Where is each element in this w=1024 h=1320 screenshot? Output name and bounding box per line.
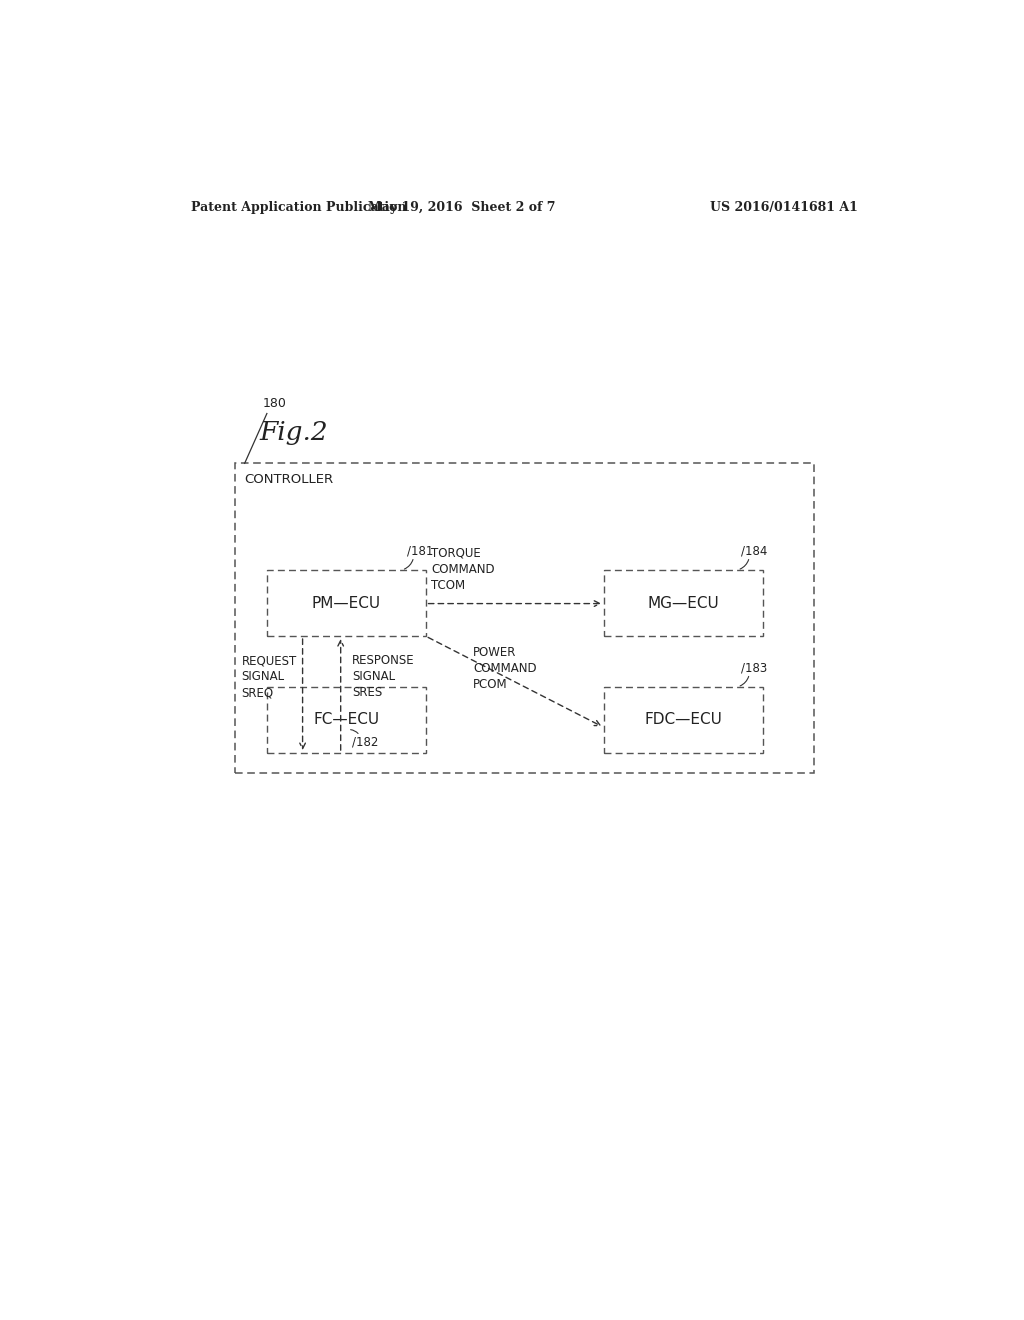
Text: FC—ECU: FC—ECU (313, 713, 379, 727)
Text: US 2016/0141681 A1: US 2016/0141681 A1 (711, 201, 858, 214)
Bar (267, 686, 426, 752)
Text: May 19, 2016  Sheet 2 of 7: May 19, 2016 Sheet 2 of 7 (368, 201, 555, 214)
Text: POWER
COMMAND
PCOM: POWER COMMAND PCOM (473, 647, 537, 692)
Text: 180: 180 (263, 397, 287, 411)
Text: /183: /183 (741, 661, 768, 675)
Text: FDC—ECU: FDC—ECU (644, 713, 723, 727)
Text: RESPONSE
SIGNAL
SRES: RESPONSE SIGNAL SRES (352, 655, 415, 700)
Bar (236, 463, 814, 774)
Text: TORQUE
COMMAND
TCOM: TORQUE COMMAND TCOM (431, 546, 495, 591)
Text: /184: /184 (741, 545, 768, 558)
Bar (267, 570, 426, 636)
Text: CONTROLLER: CONTROLLER (245, 474, 334, 487)
Text: PM—ECU: PM—ECU (311, 595, 381, 611)
Text: Patent Application Publication: Patent Application Publication (191, 201, 407, 214)
Bar (604, 686, 763, 752)
Text: /182: /182 (352, 735, 378, 748)
Text: /181: /181 (408, 545, 434, 558)
Text: MG—ECU: MG—ECU (647, 595, 720, 611)
Text: REQUEST
SIGNAL
SREQ: REQUEST SIGNAL SREQ (242, 655, 297, 700)
Bar (604, 570, 763, 636)
Text: Fig.2: Fig.2 (259, 420, 328, 445)
